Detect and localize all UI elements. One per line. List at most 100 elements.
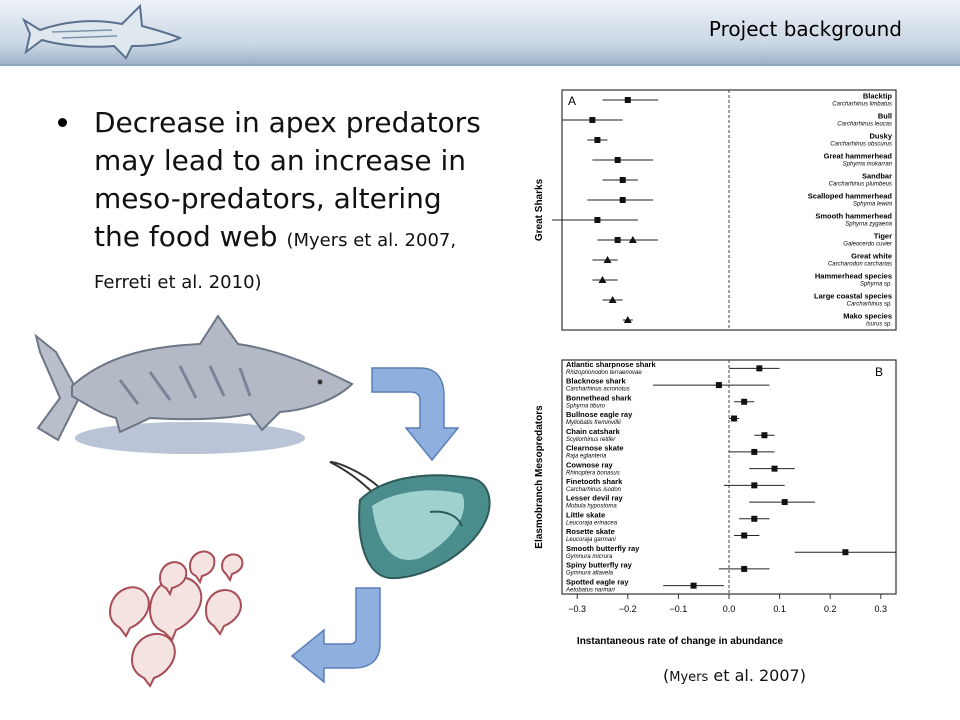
- category-label: Clearnose skate: [566, 444, 624, 453]
- x-tick-label: 0.3: [875, 604, 888, 614]
- data-point-triangle: [598, 276, 607, 283]
- species-label: Carcharhinus isodon: [566, 487, 622, 493]
- data-point: [751, 482, 758, 489]
- shark-icon: [34, 314, 354, 442]
- species-label: Carcharhinus plumbeus: [829, 181, 892, 187]
- species-label: Carcharhinus sp.: [847, 301, 892, 307]
- x-tick-label: 0.1: [773, 604, 786, 614]
- category-label: Large coastal species: [814, 291, 892, 300]
- data-point: [715, 382, 722, 389]
- data-point: [619, 197, 626, 203]
- x-tick-label: 0.0: [723, 604, 736, 614]
- reference-author: Myers: [669, 670, 709, 685]
- category-label: Finetooth shark: [566, 477, 623, 486]
- bullet-text: Decrease in apex predators may lead to a…: [94, 106, 481, 253]
- species-label: Sphyrna mokarran: [843, 161, 893, 167]
- panel-b-label: B: [875, 365, 883, 379]
- reference-year: et al. 2007): [708, 666, 806, 685]
- species-label: Myliobatis freminvillii: [566, 420, 621, 426]
- category-label: Mako species: [843, 311, 892, 320]
- x-tick-label: 0.2: [824, 604, 837, 614]
- category-label: Blacktip: [863, 91, 893, 100]
- panel-a-label: A: [568, 94, 576, 108]
- species-label: Sphyrna sp.: [860, 281, 892, 287]
- reference-caption: (Myers et al. 2007): [663, 666, 806, 685]
- category-label: Blacknose shark: [566, 377, 626, 386]
- data-point: [761, 432, 768, 439]
- species-label: Carcharhinus acronotus: [566, 387, 630, 393]
- panel-a-ylabel: Great Sharks: [534, 178, 545, 241]
- x-tick-label: −0.3: [568, 604, 586, 614]
- arrow-down-icon: [371, 367, 460, 462]
- category-label: Cownose ray: [566, 460, 614, 469]
- header-divider: [0, 64, 960, 66]
- x-tick-label: −0.2: [619, 604, 637, 614]
- species-label: Gymnura micrura: [566, 554, 613, 560]
- species-label: Sphyrna zygaena: [845, 221, 892, 227]
- data-point: [690, 582, 697, 589]
- data-point: [781, 499, 788, 506]
- category-label: Great hammerhead: [824, 151, 893, 160]
- species-label: Sphyrna lewini: [853, 201, 893, 207]
- category-label: Dusky: [869, 131, 892, 140]
- slide-title: Project background: [708, 17, 902, 41]
- species-label: Carcharodon carcharias: [828, 261, 892, 267]
- species-label: Mobula hypostoma: [566, 504, 617, 510]
- data-point: [741, 398, 748, 405]
- category-label: Bull: [878, 111, 892, 120]
- category-label: Lesser devil ray: [566, 494, 624, 503]
- abundance-chart: A B Great Sharks Elasmobranch Mesopredat…: [534, 89, 897, 647]
- data-point: [842, 549, 849, 556]
- data-point: [589, 117, 596, 123]
- category-label: Spotted eagle ray: [566, 577, 629, 586]
- species-label: Leucoraja erinacea: [566, 520, 618, 526]
- category-label: Bullnose eagle ray: [566, 410, 633, 419]
- data-point: [751, 448, 758, 455]
- data-point-triangle: [603, 256, 612, 263]
- species-label: Galeocerdo cuvier: [843, 241, 893, 247]
- species-label: Rhinoptera bonasus: [566, 470, 620, 476]
- panel-b-ylabel: Elasmobranch Mesopredators: [534, 405, 545, 549]
- category-label: Chain catshark: [566, 427, 621, 436]
- shark-logo-icon: [22, 3, 182, 60]
- scallop-shells-icon: [108, 550, 244, 688]
- ray-icon: [329, 461, 491, 580]
- reference-open-paren: (: [663, 666, 670, 685]
- category-label: Spiny butterfly ray: [566, 561, 633, 570]
- data-point: [594, 137, 601, 143]
- species-label: Isurus sp.: [866, 321, 892, 327]
- species-label: Raja eglanteria: [566, 454, 607, 460]
- category-label: Little skate: [566, 510, 605, 519]
- x-tick-label: −0.1: [670, 604, 688, 614]
- category-label: Smooth butterfly ray: [566, 544, 640, 553]
- bullet-dot: [58, 118, 67, 127]
- category-label: Great white: [851, 251, 892, 260]
- data-point-triangle: [628, 236, 637, 243]
- species-label: Gymnura altavela: [566, 571, 614, 577]
- data-point: [614, 157, 621, 163]
- species-label: Aetobatus narinari: [565, 587, 615, 593]
- data-point-triangle: [608, 296, 617, 303]
- species-label: Rhizoprionodon terraenovae: [566, 370, 642, 376]
- data-point: [741, 532, 748, 539]
- data-point-triangle: [623, 316, 632, 323]
- category-label: Smooth hammerhead: [815, 211, 892, 220]
- category-label: Tiger: [874, 231, 892, 240]
- arrow-left-icon: [290, 587, 381, 684]
- category-label: Rosette skate: [566, 527, 615, 536]
- category-label: Scalloped hammerhead: [808, 191, 893, 200]
- data-point: [771, 465, 778, 472]
- species-label: Leucoraja garmani: [566, 537, 616, 543]
- x-axis-label: Instantaneous rate of change in abundanc…: [577, 636, 784, 647]
- category-label: Sandbar: [862, 171, 892, 180]
- data-point: [751, 515, 758, 522]
- species-label: Scyliorhinus retifer: [566, 437, 616, 443]
- category-label: Hammerhead species: [815, 271, 892, 280]
- species-label: Carcharhinus obscurus: [830, 141, 892, 147]
- data-point: [624, 97, 631, 103]
- shark-shadow: [75, 422, 305, 454]
- data-point: [741, 565, 748, 572]
- category-label: Bonnethead shark: [566, 393, 632, 402]
- data-point: [594, 217, 601, 223]
